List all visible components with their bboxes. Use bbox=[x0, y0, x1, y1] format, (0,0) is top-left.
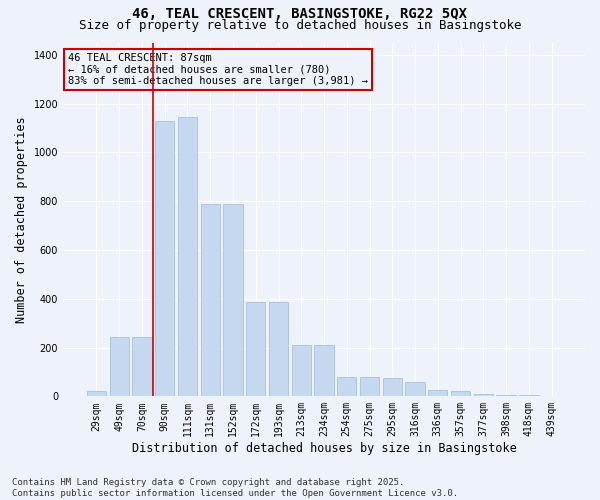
Bar bbox=[451, 391, 470, 396]
Bar bbox=[383, 378, 402, 396]
Bar bbox=[314, 345, 334, 397]
Bar bbox=[269, 302, 288, 396]
Bar bbox=[473, 394, 493, 396]
Bar bbox=[87, 392, 106, 396]
X-axis label: Distribution of detached houses by size in Basingstoke: Distribution of detached houses by size … bbox=[131, 442, 517, 455]
Bar bbox=[360, 377, 379, 396]
Bar bbox=[200, 204, 220, 396]
Bar bbox=[246, 302, 265, 396]
Bar bbox=[155, 120, 175, 396]
Text: 46, TEAL CRESCENT, BASINGSTOKE, RG22 5QX: 46, TEAL CRESCENT, BASINGSTOKE, RG22 5QX bbox=[133, 8, 467, 22]
Bar bbox=[223, 204, 242, 396]
Text: Contains HM Land Registry data © Crown copyright and database right 2025.
Contai: Contains HM Land Registry data © Crown c… bbox=[12, 478, 458, 498]
Bar bbox=[496, 394, 516, 396]
Y-axis label: Number of detached properties: Number of detached properties bbox=[15, 116, 28, 322]
Text: Size of property relative to detached houses in Basingstoke: Size of property relative to detached ho… bbox=[79, 18, 521, 32]
Bar bbox=[178, 117, 197, 396]
Bar bbox=[132, 336, 152, 396]
Bar bbox=[110, 336, 129, 396]
Text: 46 TEAL CRESCENT: 87sqm
← 16% of detached houses are smaller (780)
83% of semi-d: 46 TEAL CRESCENT: 87sqm ← 16% of detache… bbox=[68, 53, 368, 86]
Bar bbox=[337, 377, 356, 396]
Bar bbox=[428, 390, 448, 396]
Bar bbox=[292, 345, 311, 397]
Bar bbox=[406, 382, 425, 396]
